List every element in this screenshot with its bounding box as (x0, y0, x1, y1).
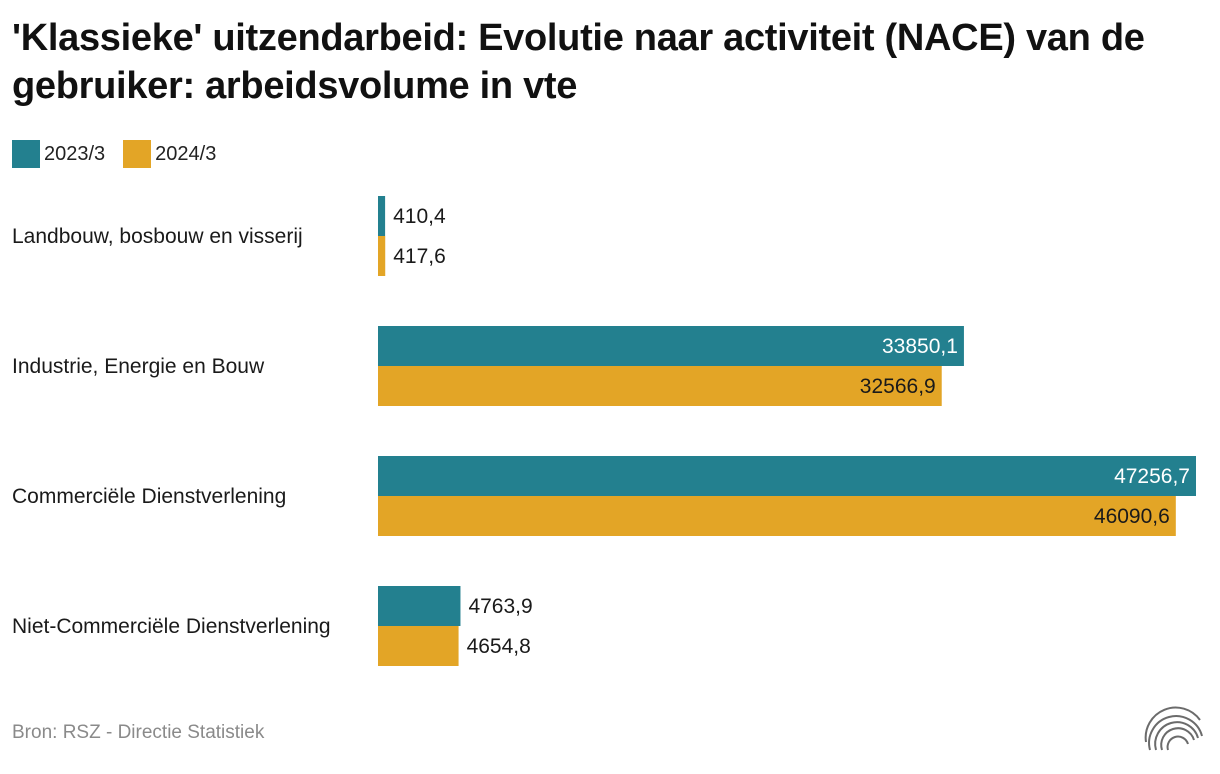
legend-label-2024: 2024/3 (155, 142, 217, 165)
data-label: 47256,7 (1114, 465, 1190, 488)
category-label: Landbouw, bosbouw en visserij (12, 225, 303, 248)
data-label: 4763,9 (468, 595, 532, 618)
data-label: 33850,1 (882, 335, 958, 358)
category-label: Commerciële Dienstverlening (12, 485, 286, 508)
bar-2024-3-1 (378, 366, 942, 406)
rainbow-arcs-logo-icon (1144, 706, 1203, 751)
bar-2023-3-3 (378, 586, 461, 626)
legend-item-2024: 2024/3 (123, 140, 216, 168)
legend-item-2023: 2023/3 (12, 140, 105, 168)
category-label: Industrie, Energie en Bouw (12, 355, 265, 378)
legend-swatch-2023 (12, 140, 40, 168)
bar-2024-3-3 (378, 626, 459, 666)
bar-2024-3-0 (378, 236, 386, 276)
bar-2023-3-1 (378, 326, 964, 366)
bar-2023-3-2 (378, 456, 1196, 496)
legend-swatch-2024 (123, 140, 152, 168)
data-label: 46090,6 (1094, 505, 1170, 528)
bar-2024-3-2 (378, 496, 1176, 536)
source-note: Bron: RSZ - Directie Statistiek (12, 722, 265, 743)
bar-2023-3-0 (378, 196, 386, 236)
chart-title: 'Klassieke' uitzendarbeid: Evolutie naar… (12, 17, 1145, 107)
data-label: 410,4 (393, 205, 446, 228)
legend-label-2023: 2023/3 (44, 142, 106, 165)
data-label: 32566,9 (860, 375, 936, 398)
category-label: Niet-Commerciële Dienstverlening (12, 615, 331, 638)
data-label: 4654,8 (467, 635, 531, 658)
data-label: 417,6 (393, 245, 446, 268)
legend: 2023/3 2024/3 (12, 140, 234, 168)
